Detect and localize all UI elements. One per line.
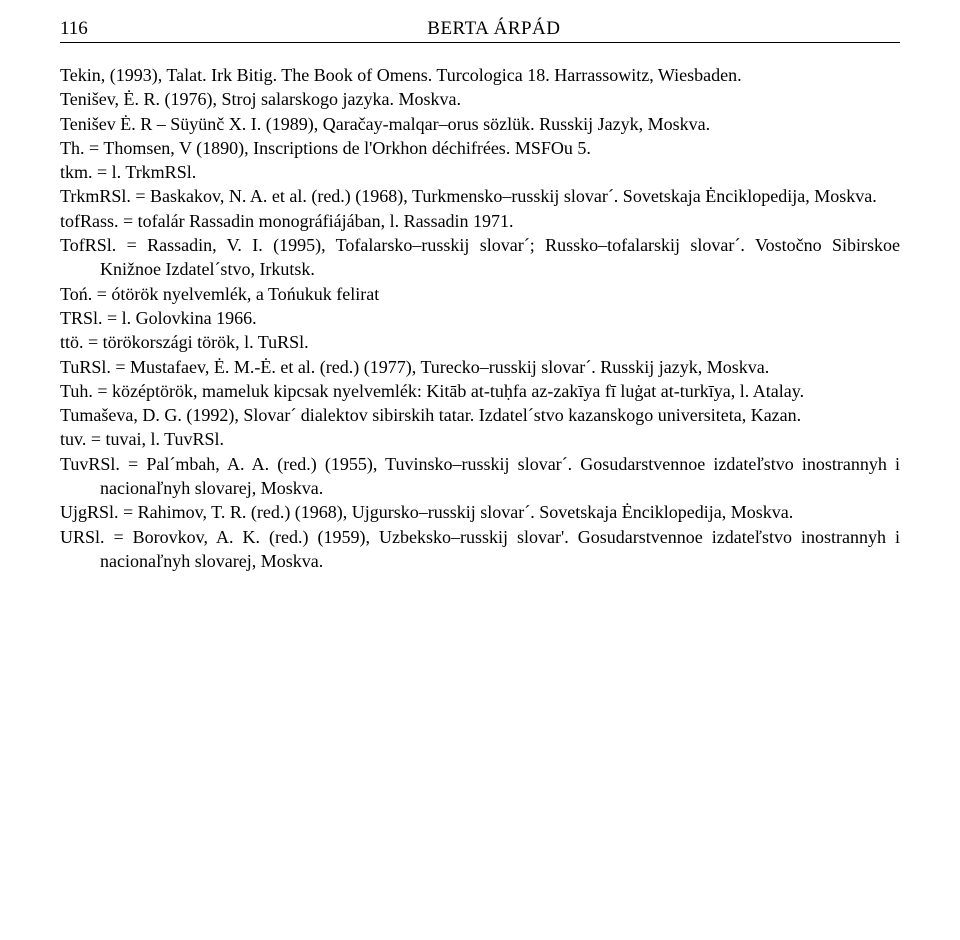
bibliography-content: Tekin, (1993), Talat. Irk Bitig. The Boo… (60, 63, 900, 573)
bibliography-entry: URSl. = Borovkov, A. K. (red.) (1959), U… (60, 525, 900, 574)
bibliography-entry: TRSl. = l. Golovkina 1966. (60, 306, 900, 330)
bibliography-entry: TofRSl. = Rassadin, V. I. (1995), Tofala… (60, 233, 900, 282)
bibliography-entry: TuRSl. = Mustafaev, Ė. M.-Ė. et al. (red… (60, 355, 900, 379)
bibliography-entry: Tekin, (1993), Talat. Irk Bitig. The Boo… (60, 63, 900, 87)
page: 116 BERTA ÁRPÁD Tekin, (1993), Talat. Ir… (0, 0, 960, 940)
bibliography-entry: Tenišev Ė. R – Süyünč X. I. (1989), Qara… (60, 112, 900, 136)
bibliography-entry: TrkmRSl. = Baskakov, N. A. et al. (red.)… (60, 184, 900, 208)
bibliography-entry: TuvRSl. = Pal´mbah, A. A. (red.) (1955),… (60, 452, 900, 501)
bibliography-entry: tkm. = l. TrkmRSl. (60, 160, 900, 184)
bibliography-entry: Tenišev, Ė. R. (1976), Stroj salarskogo … (60, 87, 900, 111)
bibliography-entry: Tuh. = középtörök, mameluk kipcsak nyelv… (60, 379, 900, 403)
running-title: BERTA ÁRPÁD (88, 18, 900, 40)
page-header: 116 BERTA ÁRPÁD (60, 18, 900, 43)
bibliography-entry: Th. = Thomsen, V (1890), Inscriptions de… (60, 136, 900, 160)
bibliography-entry: tofRass. = tofalár Rassadin monográfiájá… (60, 209, 900, 233)
bibliography-entry: Toń. = ótörök nyelvemlék, a Tońukuk feli… (60, 282, 900, 306)
bibliography-entry: tuv. = tuvai, l. TuvRSl. (60, 427, 900, 451)
bibliography-entry: ttö. = törökországi török, l. TuRSl. (60, 330, 900, 354)
bibliography-entry: Tumaševa, D. G. (1992), Slovar´ dialekto… (60, 403, 900, 427)
page-number: 116 (60, 18, 88, 40)
bibliography-entry: UjgRSl. = Rahimov, T. R. (red.) (1968), … (60, 500, 900, 524)
